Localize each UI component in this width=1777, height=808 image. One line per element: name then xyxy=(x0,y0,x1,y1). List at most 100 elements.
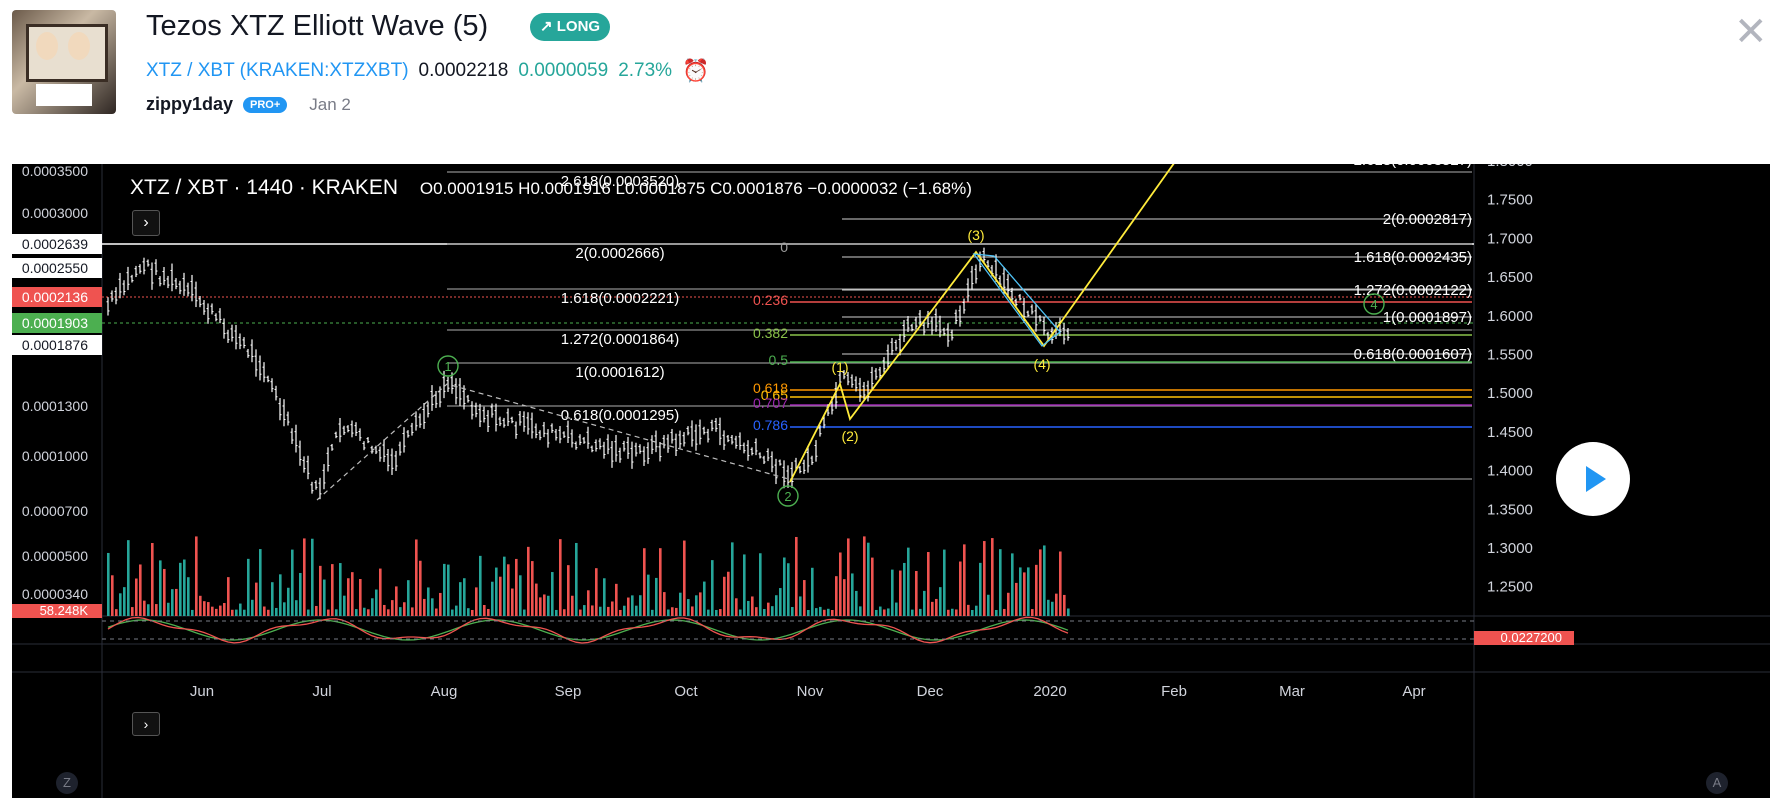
time-axis-label: Aug xyxy=(431,683,458,700)
volume-bar xyxy=(599,606,602,616)
volume-bar xyxy=(967,604,970,616)
volume-bar xyxy=(491,581,494,616)
volume-bar xyxy=(511,588,514,616)
alarm-clock-icon[interactable]: ⏰ xyxy=(682,58,710,83)
volume-bar xyxy=(463,578,466,616)
volume-bar xyxy=(675,607,678,616)
volume-bar xyxy=(923,590,926,616)
fib-retracement-label: 0.236 xyxy=(753,292,788,308)
volume-bar xyxy=(867,542,870,616)
author-avatar[interactable] xyxy=(12,10,116,114)
volume-bar xyxy=(347,578,350,616)
indicator-line-d xyxy=(107,616,1069,644)
volume-bar xyxy=(371,598,374,616)
avatar-face-left xyxy=(36,32,58,60)
volume-bar xyxy=(1067,608,1070,616)
avatar-sign xyxy=(36,84,92,106)
volume-bar xyxy=(799,596,802,616)
price-change-abs: 0.0000059 xyxy=(518,60,609,81)
time-axis-label: Feb xyxy=(1161,683,1187,700)
volume-bar xyxy=(891,569,894,616)
volume-bar xyxy=(703,581,706,616)
volume-bar xyxy=(147,604,150,616)
volume-bar xyxy=(1015,582,1018,616)
time-axis-label: Nov xyxy=(797,683,824,700)
volume-bar xyxy=(447,564,450,616)
volume-bar xyxy=(339,563,342,616)
close-icon[interactable]: ✕ xyxy=(1734,10,1768,54)
volume-bar xyxy=(159,560,162,616)
volume-bar xyxy=(1051,601,1054,616)
volume-bar xyxy=(295,600,298,616)
volume-bar xyxy=(959,561,962,616)
fib-extension-right-label: 1.272(0.0002122) xyxy=(1354,282,1472,299)
left-axis-label: 0.0000500 xyxy=(22,548,88,564)
volume-bar xyxy=(871,557,874,616)
fib-extension-label: 0.618(0.0001295) xyxy=(561,407,679,424)
volume-bar xyxy=(367,609,370,616)
wave-minor-label: (4) xyxy=(1033,356,1050,372)
volume-bar xyxy=(831,609,834,616)
volume-bar xyxy=(1003,608,1006,616)
volume-bar xyxy=(983,541,986,616)
fib-extension-right-label: 2(0.0002817) xyxy=(1383,211,1472,228)
volume-bar xyxy=(495,567,498,616)
fib-retracement-label: 0 xyxy=(780,239,788,255)
volume-bar xyxy=(919,608,922,616)
volume-bar xyxy=(407,580,410,616)
volume-bar xyxy=(123,587,126,616)
volume-bar xyxy=(783,557,786,616)
volume-bar xyxy=(787,563,790,616)
right-axis-label: 1.3000 xyxy=(1487,540,1533,557)
volume-bar xyxy=(931,601,934,616)
right-axis-label: 1.4000 xyxy=(1487,463,1533,480)
volume-bar xyxy=(411,607,414,616)
price-badge xyxy=(12,287,102,307)
indicator-toggle-button[interactable]: › xyxy=(132,712,160,736)
pro-plus-badge: PRO+ xyxy=(243,96,288,113)
volume-bar xyxy=(267,609,270,616)
author-name[interactable]: zippy1day xyxy=(146,94,234,114)
legend-toggle-button[interactable]: › xyxy=(132,210,160,236)
price-change-pct: 2.73% xyxy=(618,60,673,81)
volume-bar xyxy=(859,606,862,616)
volume-bar xyxy=(667,609,670,616)
volume-bar xyxy=(119,593,122,616)
play-button[interactable] xyxy=(1556,442,1630,516)
volume-bar xyxy=(163,568,166,616)
auto-scale-button[interactable]: A xyxy=(1706,772,1728,794)
chart-panel[interactable]: 0.0003500 0.0003000 0.0001300 0.0001000 0.00… xyxy=(12,164,1770,798)
volume-bar xyxy=(767,602,770,616)
legend-symbol: XTZ / XBT · 1440 · KRAKEN xyxy=(130,176,399,199)
left-axis-label: 0.0003500 xyxy=(22,164,88,179)
right-axis-label: 1.6000 xyxy=(1487,308,1533,325)
volume-bar xyxy=(563,609,566,616)
fib-extension-label: 2(0.0002666) xyxy=(575,245,664,262)
volume-bar xyxy=(535,583,538,616)
volume-bar xyxy=(1019,567,1022,616)
volume-bar xyxy=(175,588,178,616)
symbol-name[interactable]: XTZ / XBT xyxy=(146,60,235,81)
symbol-link[interactable]: XTZ / XBT (KRAKEN:XTZXBT) xyxy=(146,60,409,82)
volume-bar xyxy=(195,536,198,616)
chart-canvas[interactable]: 0.0003500 0.0003000 0.0001300 0.0001000 0.00… xyxy=(12,164,1770,798)
left-axis-label: 0.0003000 xyxy=(22,205,88,221)
volume-bar xyxy=(375,589,378,616)
fib-extension-label: 1(0.0001612) xyxy=(575,364,664,381)
volume-bar xyxy=(935,598,938,616)
volume-bar xyxy=(379,568,382,616)
volume-bar xyxy=(887,608,890,616)
volume-bar xyxy=(351,572,354,616)
volume-bar xyxy=(187,577,190,616)
symbol-exchange[interactable]: (KRAKEN:XTZXBT) xyxy=(239,60,409,81)
volume-bar xyxy=(663,592,666,616)
volume-bar xyxy=(515,558,518,616)
fib-extension-label: 1.618(0.0002221) xyxy=(561,290,679,307)
left-scale-button[interactable]: Z xyxy=(56,772,78,794)
volume-bar xyxy=(203,601,206,616)
volume-bar xyxy=(211,606,214,616)
right-axis-label: 1.5000 xyxy=(1487,385,1533,402)
volume-bar xyxy=(655,577,658,616)
volume-bar xyxy=(995,609,998,616)
volume-bar xyxy=(863,536,866,616)
